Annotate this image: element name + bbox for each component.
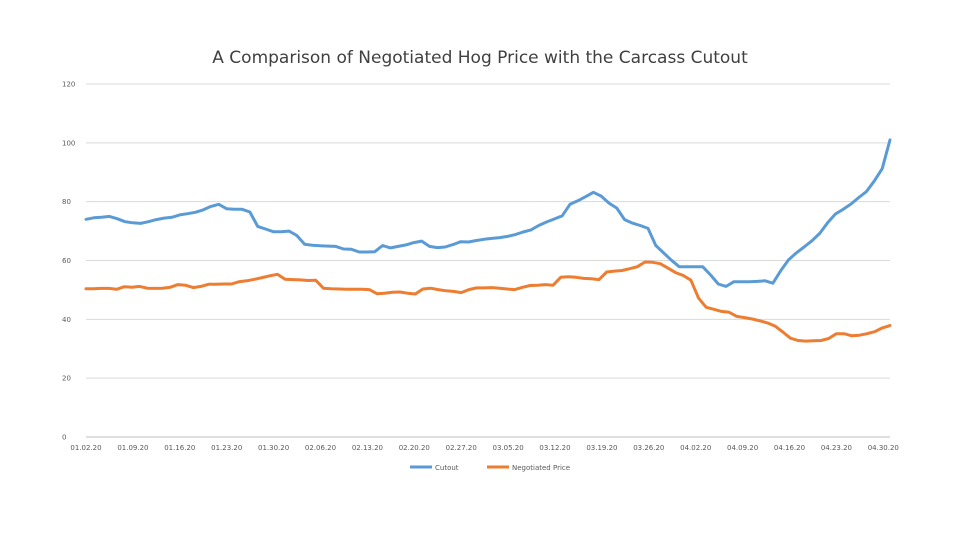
- x-tick-label: 04.30.20: [868, 444, 899, 452]
- x-tick-label: 01.02.20: [70, 444, 101, 452]
- y-tick-label: 120: [62, 81, 75, 89]
- x-tick-label: 03.05.20: [493, 444, 524, 452]
- x-tick-label: 04.23.20: [821, 444, 852, 452]
- x-tick-label: 03.12.20: [539, 444, 570, 452]
- x-tick-label: 02.27.20: [446, 444, 477, 452]
- x-tick-labels: 01.02.20 01.09.20 01.16.20 01.23.20 01.30.20…: [70, 444, 898, 452]
- series-line-negotiated-price: [84, 260, 892, 343]
- y-tick-label: 40: [62, 316, 71, 324]
- legend-label: Negotiated Price: [512, 464, 570, 472]
- chart-title: A Comparison of Negotiated Hog Price wit…: [212, 48, 748, 68]
- x-tick-label: 01.16.20: [164, 444, 195, 452]
- y-tick-label: 20: [62, 375, 71, 383]
- x-tick-label: 01.09.20: [117, 444, 148, 452]
- series-lines: [84, 138, 892, 343]
- y-tick-label: 80: [62, 198, 71, 206]
- series-line-cutout: [84, 138, 892, 288]
- legend: Cutout Negotiated Price: [410, 464, 570, 472]
- y-tick-label: 60: [62, 257, 71, 265]
- legend-label: Cutout: [435, 464, 459, 472]
- x-tick-label: 01.30.20: [258, 444, 289, 452]
- x-tick-label: 02.06.20: [305, 444, 336, 452]
- x-tick-label: 04.02.20: [680, 444, 711, 452]
- x-tick-label: 01.23.20: [211, 444, 242, 452]
- x-tick-label: 04.09.20: [727, 444, 758, 452]
- gridlines: [86, 83, 890, 438]
- y-tick-label: 0: [62, 434, 66, 442]
- x-tick-label: 04.16.20: [774, 444, 805, 452]
- y-tick-label: 100: [62, 139, 75, 147]
- x-tick-label: 02.13.20: [352, 444, 383, 452]
- x-tick-label: 03.26.20: [633, 444, 664, 452]
- x-tick-label: 03.19.20: [586, 444, 617, 452]
- y-tick-labels: 0 20 40 60 80 100 120: [62, 81, 75, 442]
- x-tick-label: 02.20.20: [399, 444, 430, 452]
